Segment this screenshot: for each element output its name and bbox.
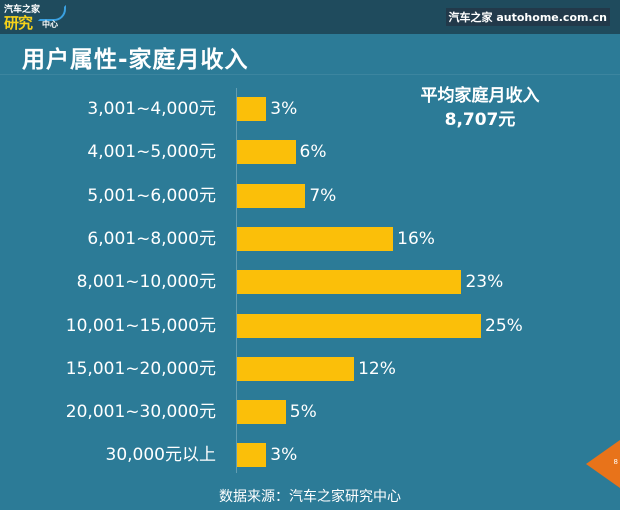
value-label: 23% xyxy=(465,272,504,293)
value-label: 25% xyxy=(485,315,523,336)
bar xyxy=(237,313,481,338)
category-label: 30,000元以上 xyxy=(105,445,216,466)
title-divider xyxy=(0,74,620,75)
logo-line2: 研究 xyxy=(4,14,33,32)
top-banner: 汽车之家 研究 中心 汽车之家 autohome.com.cn xyxy=(0,0,620,34)
bar xyxy=(237,356,355,381)
category-label: 8,001~10,000元 xyxy=(76,272,216,293)
bar-row: 5,001~6,000元 7% xyxy=(0,183,620,209)
bar-row: 6,001~8,000元 16% xyxy=(0,226,620,252)
average-income-callout: 平均家庭月收入 8,707元 xyxy=(395,84,565,132)
bar xyxy=(237,400,286,425)
value-label: 3% xyxy=(270,445,298,466)
bar-row: 15,001~20,000元 12% xyxy=(0,356,620,382)
bar xyxy=(237,183,306,208)
bar xyxy=(237,97,267,121)
value-label: 5% xyxy=(289,402,317,423)
bar-row: 20,001~30,000元 5% xyxy=(0,399,620,425)
bar-row: 8,001~10,000元 23% xyxy=(0,269,620,295)
page-title: 用户属性-家庭月收入 xyxy=(22,47,249,73)
value-label: 12% xyxy=(358,358,396,379)
page-number: 8 xyxy=(613,458,618,466)
value-label: 16% xyxy=(397,228,435,249)
bar xyxy=(237,270,462,295)
category-label: 20,001~30,000元 xyxy=(65,402,216,423)
bar-row: 10,001~15,000元 25% xyxy=(0,313,620,339)
bar-row: 3,001~4,000元 3% xyxy=(0,96,620,122)
bar-row: 30,000元以上 3% xyxy=(0,442,620,468)
average-income-value: 8,707元 xyxy=(444,110,516,130)
autohome-research-logo: 汽车之家 研究 中心 xyxy=(2,2,70,32)
bar xyxy=(237,140,296,165)
category-label: 15,001~20,000元 xyxy=(65,358,216,379)
category-label: 10,001~15,000元 xyxy=(65,315,216,336)
bar-row: 4,001~5,000元 6% xyxy=(0,139,620,165)
logo-swoosh-icon xyxy=(38,5,66,21)
site-brand: 汽车之家 autohome.com.cn xyxy=(445,8,610,26)
category-label: 3,001~4,000元 xyxy=(87,99,216,119)
logo-line3: 中心 xyxy=(42,20,58,29)
bar xyxy=(237,226,394,251)
value-label: 7% xyxy=(309,185,337,206)
bar xyxy=(237,443,267,468)
category-label: 6,001~8,000元 xyxy=(87,228,216,249)
page-marker-arrow-icon xyxy=(586,440,620,488)
value-label: 6% xyxy=(299,142,327,163)
category-label: 4,001~5,000元 xyxy=(87,142,216,163)
logo-line1: 汽车之家 xyxy=(4,5,41,15)
average-income-label: 平均家庭月收入 xyxy=(420,86,540,106)
data-source: 数据来源：汽车之家研究中心 xyxy=(219,489,401,505)
category-label: 5,001~6,000元 xyxy=(87,185,216,206)
value-label: 3% xyxy=(270,99,298,119)
chart-axis xyxy=(236,88,237,473)
